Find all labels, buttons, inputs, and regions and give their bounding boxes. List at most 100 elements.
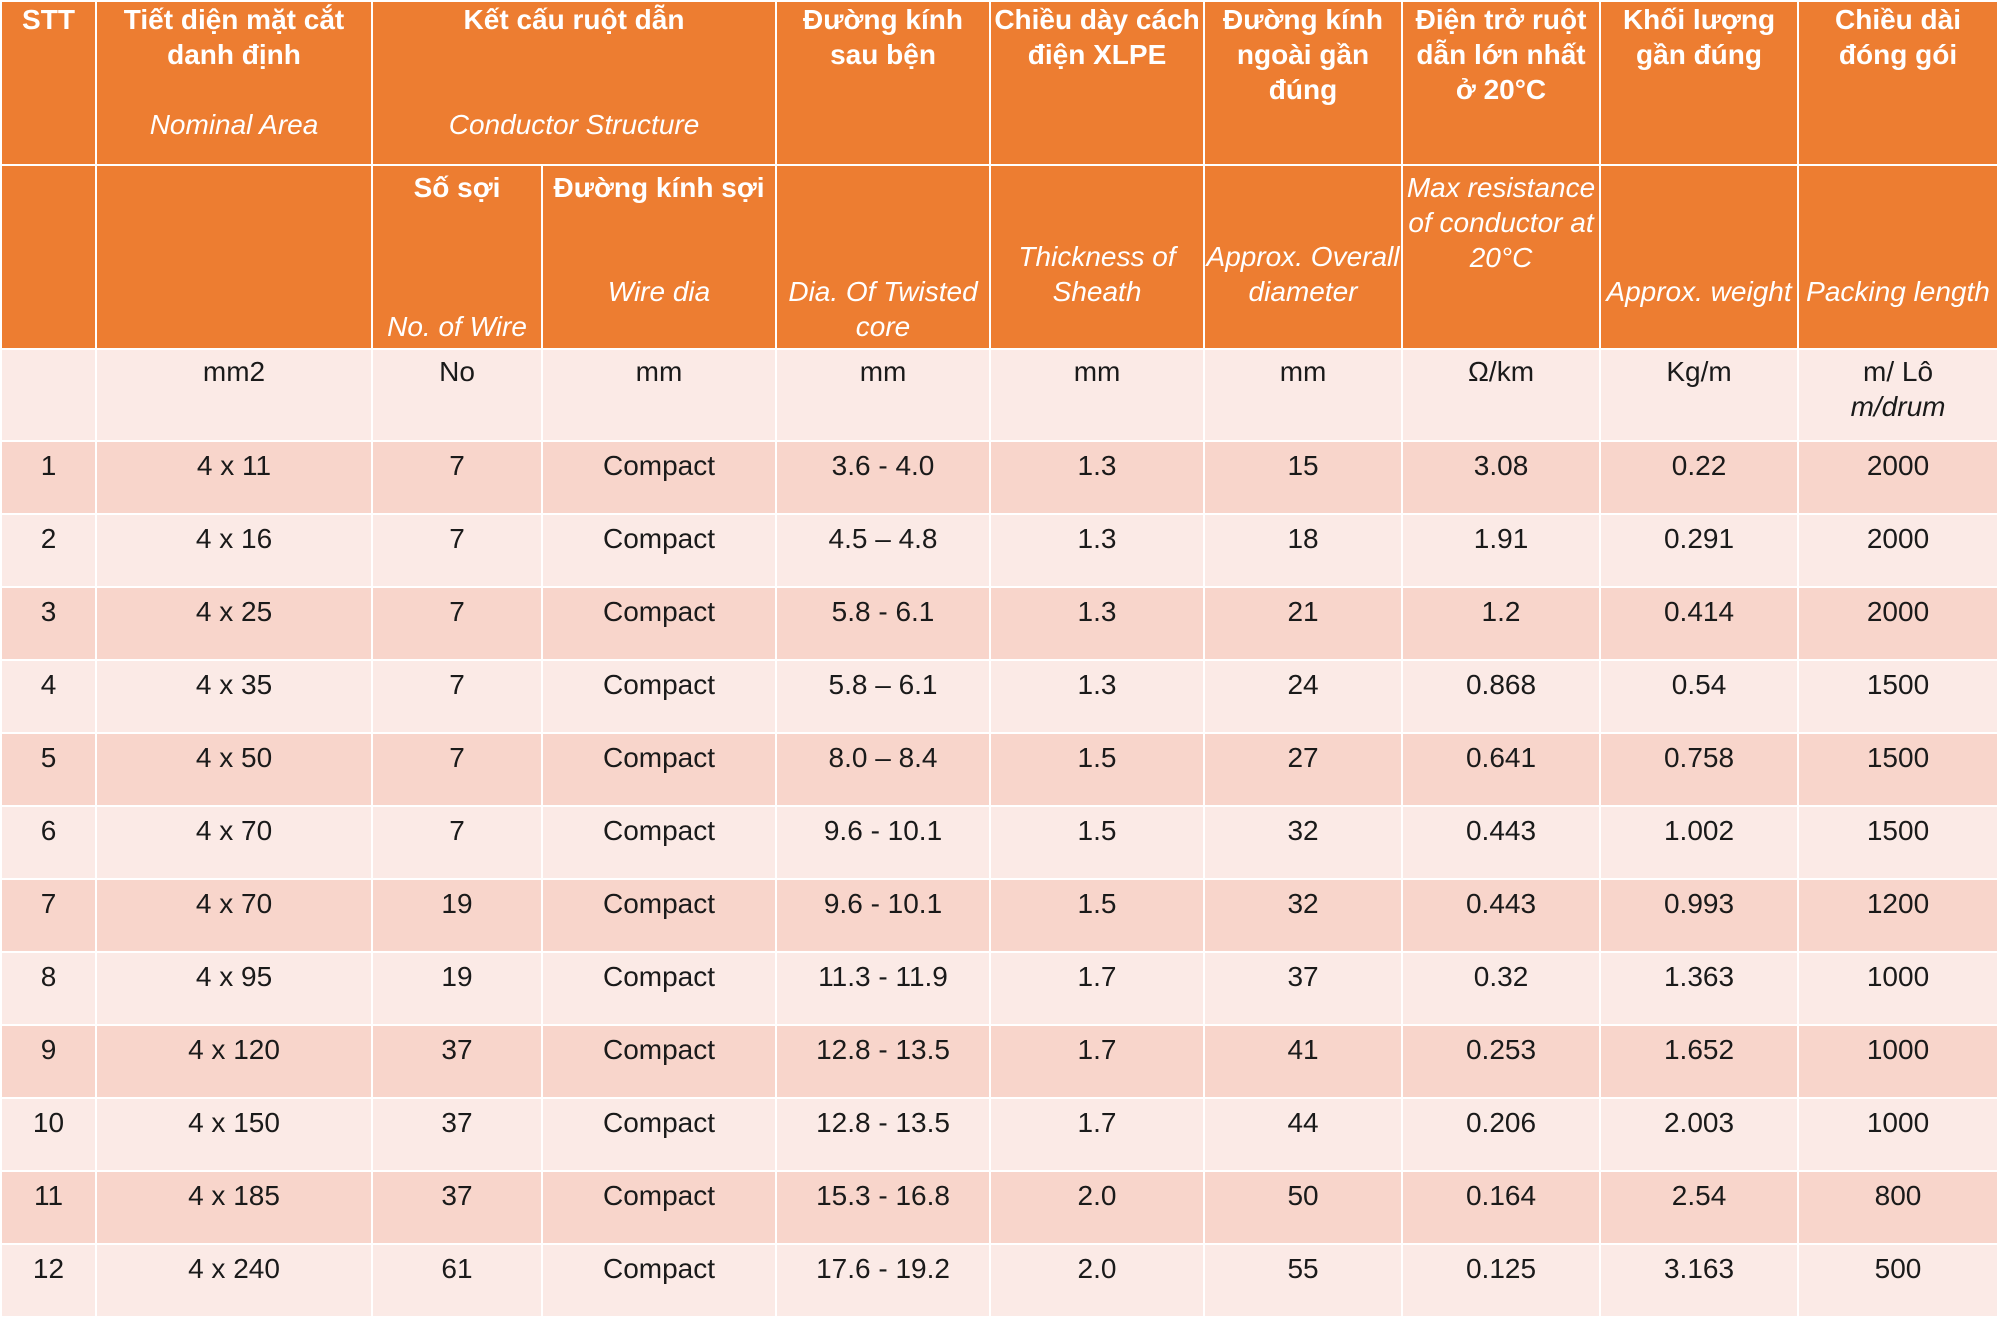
header-overall-dia-vi: Đường kính ngoài gần đúng [1223, 4, 1383, 105]
header-max-resistance: Điện trở ruột dẫn lớn nhất ở 20°C [1401, 0, 1602, 166]
cell-packing-length: 1000 [1797, 1024, 1997, 1099]
cell-weight: 1.363 [1599, 951, 1800, 1026]
cell-xlpe-thickness: 1.5 [989, 805, 1206, 880]
cell-max-resistance: 0.253 [1401, 1024, 1602, 1099]
cell-twisted-dia: 12.8 - 13.5 [775, 1097, 992, 1172]
header-conductor-structure: Kết cấu ruột dẫn Conductor Structure [370, 0, 778, 166]
cell-nominal-area: 4 x 70 [95, 805, 373, 880]
header-xlpe-thickness: Chiều dày cách điện XLPE [989, 0, 1206, 166]
cell-weight: 0.993 [1599, 878, 1800, 953]
cell-wire-dia: Compact [540, 951, 778, 1026]
cell-wire-dia: Compact [540, 1170, 778, 1245]
cell-overall-dia: 21 [1203, 586, 1404, 661]
table-body: mm2 No mm mm mm mm Ω/km Kg/m m/ Lô m/dru… [0, 348, 1997, 1318]
cell-stt: 6 [0, 805, 97, 880]
cell-xlpe-thickness: 1.7 [989, 1097, 1206, 1172]
cell-packing-length: 2000 [1797, 586, 1997, 661]
cell-max-resistance: 1.2 [1401, 586, 1602, 661]
cell-nominal-area: 4 x 16 [95, 513, 373, 588]
cell-xlpe-thickness: 1.3 [989, 586, 1206, 661]
cell-overall-dia: 24 [1203, 659, 1404, 734]
cell-stt: 3 [0, 586, 97, 661]
cell-nominal-area: 4 x 50 [95, 732, 373, 807]
cell-nominal-area: 4 x 185 [95, 1170, 373, 1245]
header-twisted-dia-en: Dia. Of Twisted core [788, 276, 978, 342]
cell-no-of-wire: 7 [371, 805, 543, 880]
cell-twisted-dia: 17.6 - 19.2 [775, 1243, 992, 1318]
cell-stt: 12 [0, 1243, 97, 1318]
header-conductor-structure-en: Conductor Structure [448, 109, 700, 140]
header-weight-vi: Khối lượng gần đúng [1622, 4, 1776, 70]
table-row: 12 4 x 240 61 Compact 17.6 - 19.2 2.0 55 0.125 3… [0, 1243, 1997, 1318]
unit-stt [0, 348, 97, 442]
cell-packing-length: 1500 [1797, 732, 1997, 807]
cell-no-of-wire: 61 [371, 1243, 543, 1318]
cell-overall-dia: 32 [1203, 878, 1404, 953]
cell-weight: 1.002 [1599, 805, 1800, 880]
header2-packing-length: Packing length [1797, 164, 1997, 350]
header2-stt [0, 164, 97, 350]
cell-xlpe-thickness: 2.0 [989, 1243, 1206, 1318]
cell-twisted-dia: 5.8 - 6.1 [775, 586, 992, 661]
cell-no-of-wire: 7 [371, 732, 543, 807]
header-twisted-dia-vi: Đường kính sau bện [803, 4, 963, 70]
cell-xlpe-thickness: 1.5 [989, 732, 1206, 807]
cell-overall-dia: 55 [1203, 1243, 1404, 1318]
table-header: STT Tiết diện mặt cắt danh định Nominal … [0, 0, 1997, 350]
cell-overall-dia: 18 [1203, 513, 1404, 588]
header-overall-dia-en: Approx. Overall diameter [1206, 241, 1400, 307]
header-conductor-structure-vi: Kết cấu ruột dẫn [463, 4, 685, 35]
cell-overall-dia: 41 [1203, 1024, 1404, 1099]
cell-xlpe-thickness: 1.3 [989, 513, 1206, 588]
cell-wire-dia: Compact [540, 659, 778, 734]
cell-packing-length: 1200 [1797, 878, 1997, 953]
cell-stt: 9 [0, 1024, 97, 1099]
cell-stt: 4 [0, 659, 97, 734]
cell-twisted-dia: 3.6 - 4.0 [775, 440, 992, 515]
unit-packing-length-vi: m/ Lô [1863, 356, 1934, 387]
unit-weight: Kg/m [1599, 348, 1800, 442]
cell-packing-length: 1000 [1797, 1097, 1997, 1172]
cell-weight: 0.291 [1599, 513, 1800, 588]
cell-stt: 8 [0, 951, 97, 1026]
cell-packing-length: 800 [1797, 1170, 1997, 1245]
unit-twisted-dia: mm [775, 348, 992, 442]
header-packing-length: Chiều dài đóng gói [1797, 0, 1997, 166]
cell-overall-dia: 44 [1203, 1097, 1404, 1172]
header-stt: STT [0, 0, 97, 166]
cell-xlpe-thickness: 1.5 [989, 878, 1206, 953]
cell-twisted-dia: 4.5 – 4.8 [775, 513, 992, 588]
cell-xlpe-thickness: 1.7 [989, 951, 1206, 1026]
header2-overall-dia: Approx. Overall diameter [1203, 164, 1404, 350]
cell-stt: 7 [0, 878, 97, 953]
cell-no-of-wire: 37 [371, 1024, 543, 1099]
cell-twisted-dia: 9.6 - 10.1 [775, 805, 992, 880]
cell-nominal-area: 4 x 150 [95, 1097, 373, 1172]
cell-overall-dia: 37 [1203, 951, 1404, 1026]
cell-max-resistance: 0.206 [1401, 1097, 1602, 1172]
cell-no-of-wire: 19 [371, 878, 543, 953]
header-max-resistance-vi: Điện trở ruột dẫn lớn nhất ở 20°C [1415, 4, 1587, 105]
cell-max-resistance: 0.443 [1401, 805, 1602, 880]
cell-no-of-wire: 7 [371, 586, 543, 661]
cell-packing-length: 1000 [1797, 951, 1997, 1026]
header2-max-resistance: Max resistance of conductor at 20°C [1401, 164, 1602, 350]
cell-max-resistance: 0.641 [1401, 732, 1602, 807]
cell-no-of-wire: 7 [371, 440, 543, 515]
header2-twisted-dia: Dia. Of Twisted core [775, 164, 992, 350]
units-row: mm2 No mm mm mm mm Ω/km Kg/m m/ Lô m/dru… [0, 348, 1997, 442]
table-row: 10 4 x 150 37 Compact 12.8 - 13.5 1.7 44 0.206 2… [0, 1097, 1997, 1172]
cell-nominal-area: 4 x 35 [95, 659, 373, 734]
cell-weight: 2.003 [1599, 1097, 1800, 1172]
cell-twisted-dia: 12.8 - 13.5 [775, 1024, 992, 1099]
header-xlpe-thickness-en: Thickness of Sheath [1018, 241, 1176, 307]
cell-weight: 0.22 [1599, 440, 1800, 515]
